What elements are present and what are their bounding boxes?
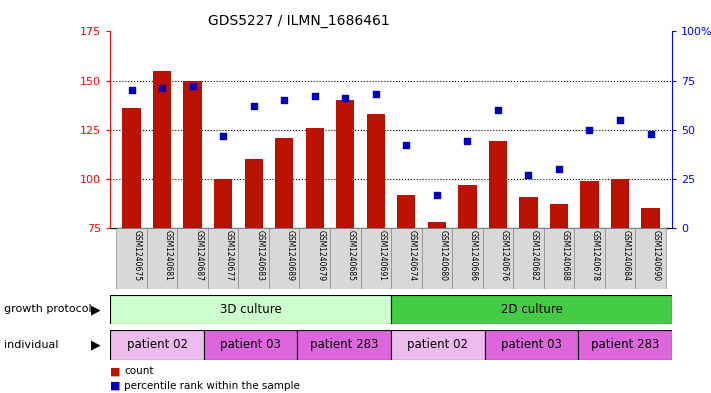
Point xyxy=(584,127,595,133)
Point xyxy=(523,172,534,178)
Point xyxy=(400,142,412,149)
FancyBboxPatch shape xyxy=(635,228,665,289)
Point xyxy=(492,107,503,113)
Text: GSM1240682: GSM1240682 xyxy=(530,230,539,281)
FancyBboxPatch shape xyxy=(605,228,635,289)
Text: GSM1240683: GSM1240683 xyxy=(255,230,264,281)
FancyBboxPatch shape xyxy=(299,228,330,289)
Point xyxy=(340,95,351,101)
Point xyxy=(461,138,473,145)
Point xyxy=(187,83,198,90)
Bar xyxy=(245,159,263,228)
Text: GSM1240681: GSM1240681 xyxy=(164,230,173,281)
Text: patient 283: patient 283 xyxy=(591,338,659,351)
Text: ■: ■ xyxy=(110,381,121,391)
FancyBboxPatch shape xyxy=(110,295,391,324)
FancyBboxPatch shape xyxy=(422,228,452,289)
FancyBboxPatch shape xyxy=(204,330,297,360)
Point xyxy=(248,103,260,109)
FancyBboxPatch shape xyxy=(147,228,177,289)
FancyBboxPatch shape xyxy=(391,330,485,360)
FancyBboxPatch shape xyxy=(177,228,208,289)
Text: GSM1240689: GSM1240689 xyxy=(286,230,295,281)
Text: growth protocol: growth protocol xyxy=(4,305,91,314)
Text: GSM1240677: GSM1240677 xyxy=(225,230,234,281)
Text: GSM1240687: GSM1240687 xyxy=(194,230,203,281)
Point xyxy=(279,97,290,103)
FancyBboxPatch shape xyxy=(391,228,422,289)
Bar xyxy=(306,128,324,228)
Bar xyxy=(397,195,415,228)
Text: GDS5227 / ILMN_1686461: GDS5227 / ILMN_1686461 xyxy=(208,14,390,28)
FancyBboxPatch shape xyxy=(238,228,269,289)
Bar xyxy=(611,179,629,228)
Text: GSM1240675: GSM1240675 xyxy=(133,230,142,281)
Point xyxy=(309,93,321,99)
Bar xyxy=(428,222,446,228)
Text: individual: individual xyxy=(4,340,58,350)
Text: ■: ■ xyxy=(110,366,121,376)
Text: GSM1240685: GSM1240685 xyxy=(347,230,356,281)
Text: patient 283: patient 283 xyxy=(310,338,378,351)
FancyBboxPatch shape xyxy=(391,295,672,324)
Text: count: count xyxy=(124,366,154,376)
Point xyxy=(126,87,137,94)
FancyBboxPatch shape xyxy=(513,228,544,289)
FancyBboxPatch shape xyxy=(117,228,147,289)
Text: percentile rank within the sample: percentile rank within the sample xyxy=(124,381,300,391)
Text: ▶: ▶ xyxy=(91,303,101,316)
FancyBboxPatch shape xyxy=(208,228,238,289)
Text: GSM1240680: GSM1240680 xyxy=(439,230,447,281)
FancyBboxPatch shape xyxy=(544,228,574,289)
Text: patient 03: patient 03 xyxy=(501,338,562,351)
FancyBboxPatch shape xyxy=(483,228,513,289)
Bar xyxy=(275,138,294,228)
Point xyxy=(553,166,565,172)
FancyBboxPatch shape xyxy=(578,330,672,360)
Text: patient 02: patient 02 xyxy=(407,338,469,351)
Text: GSM1240676: GSM1240676 xyxy=(499,230,508,281)
Bar xyxy=(519,196,538,228)
FancyBboxPatch shape xyxy=(110,330,204,360)
Bar xyxy=(122,108,141,228)
Bar xyxy=(367,114,385,228)
Text: GSM1240679: GSM1240679 xyxy=(316,230,325,281)
Text: GSM1240688: GSM1240688 xyxy=(560,230,570,281)
Text: patient 03: patient 03 xyxy=(220,338,281,351)
Bar xyxy=(641,208,660,228)
Text: GSM1240691: GSM1240691 xyxy=(378,230,386,281)
Bar xyxy=(458,185,476,228)
Bar xyxy=(336,100,354,228)
Point xyxy=(218,132,229,139)
FancyBboxPatch shape xyxy=(360,228,391,289)
FancyBboxPatch shape xyxy=(269,228,299,289)
Text: 3D culture: 3D culture xyxy=(220,303,282,316)
Text: GSM1240690: GSM1240690 xyxy=(652,230,661,281)
Bar xyxy=(550,204,568,228)
Point xyxy=(645,130,656,137)
FancyBboxPatch shape xyxy=(297,330,391,360)
Text: GSM1240686: GSM1240686 xyxy=(469,230,478,281)
FancyBboxPatch shape xyxy=(485,330,578,360)
FancyBboxPatch shape xyxy=(574,228,605,289)
Point xyxy=(431,191,442,198)
Bar xyxy=(153,71,171,228)
Text: ▶: ▶ xyxy=(91,338,101,351)
Text: GSM1240684: GSM1240684 xyxy=(621,230,631,281)
Bar xyxy=(580,181,599,228)
Text: patient 02: patient 02 xyxy=(127,338,188,351)
Text: GSM1240674: GSM1240674 xyxy=(408,230,417,281)
Point xyxy=(370,91,382,97)
Bar xyxy=(183,81,202,228)
Point xyxy=(156,85,168,92)
Text: 2D culture: 2D culture xyxy=(501,303,562,316)
Text: GSM1240678: GSM1240678 xyxy=(591,230,600,281)
FancyBboxPatch shape xyxy=(452,228,483,289)
Point xyxy=(614,117,626,123)
Bar xyxy=(488,141,507,228)
FancyBboxPatch shape xyxy=(330,228,360,289)
Bar xyxy=(214,179,232,228)
